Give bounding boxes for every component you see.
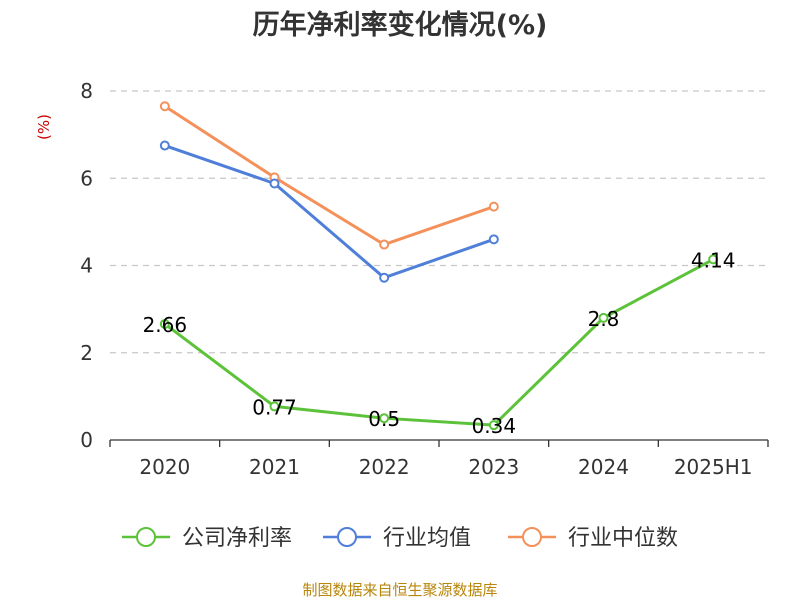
y-axis-unit: (%): [35, 114, 53, 140]
legend-label: 行业中位数: [568, 526, 678, 551]
grid: [110, 90, 768, 354]
data-point: [379, 239, 390, 250]
legend-label: 行业均值: [383, 526, 471, 551]
data-point: [488, 201, 499, 212]
legend[interactable]: 公司净利率 行业均值 行业中位数: [122, 526, 678, 551]
series: [159, 101, 719, 431]
x-tick-label: 2022: [359, 455, 410, 479]
data-point: [708, 254, 719, 265]
data-point: [159, 140, 170, 151]
x-tick-label: 2021: [249, 455, 300, 479]
series-line-2: [164, 105, 495, 247]
y-tick-label: 6: [80, 166, 93, 190]
data-point: [379, 272, 390, 283]
y-tick-label: 0: [80, 428, 93, 452]
y-tick-label: 8: [80, 79, 93, 103]
axes: 0 2 4 6 8 2020 2021 2022 2023 2024 2025H1: [80, 79, 769, 479]
x-tick-label: 2023: [468, 455, 519, 479]
chart-title: 历年净利率变化情况(%): [253, 9, 548, 41]
source-note: 制图数据来自恒生聚源数据库: [302, 581, 497, 599]
y-tick-label: 4: [80, 254, 93, 278]
data-point: [488, 234, 499, 245]
data-label: 4.14: [691, 248, 736, 272]
data-point: [269, 401, 280, 412]
data-point: [598, 312, 609, 323]
data-label: 0.77: [252, 395, 297, 419]
legend-marker: [522, 527, 542, 547]
series-line-0: [163, 258, 714, 427]
legend-marker: [337, 527, 357, 547]
x-tick-label: 2025H1: [674, 455, 753, 479]
series-line-1: [164, 144, 495, 280]
data-label: 2.66: [143, 313, 188, 337]
x-tick-label: 2024: [578, 455, 629, 479]
data-label: 0.5: [368, 407, 400, 431]
legend-label: 公司净利率: [182, 526, 292, 551]
y-tick-label: 2: [80, 341, 93, 365]
data-point: [269, 178, 280, 189]
data-point: [488, 420, 499, 431]
x-tick-label: 2020: [139, 455, 190, 479]
data-point: [379, 413, 390, 424]
legend-item-1[interactable]: 行业均值: [323, 526, 471, 551]
data-point: [159, 101, 170, 112]
legend-marker: [136, 527, 156, 547]
data-label: 2.8: [588, 307, 620, 331]
legend-item-0[interactable]: 公司净利率: [122, 526, 292, 551]
legend-item-2[interactable]: 行业中位数: [508, 526, 678, 551]
data-point: [159, 318, 170, 329]
data-label: 0.34: [472, 414, 517, 438]
data-labels: 2.66 0.77 0.5 0.34 2.8 4.14: [143, 248, 736, 438]
